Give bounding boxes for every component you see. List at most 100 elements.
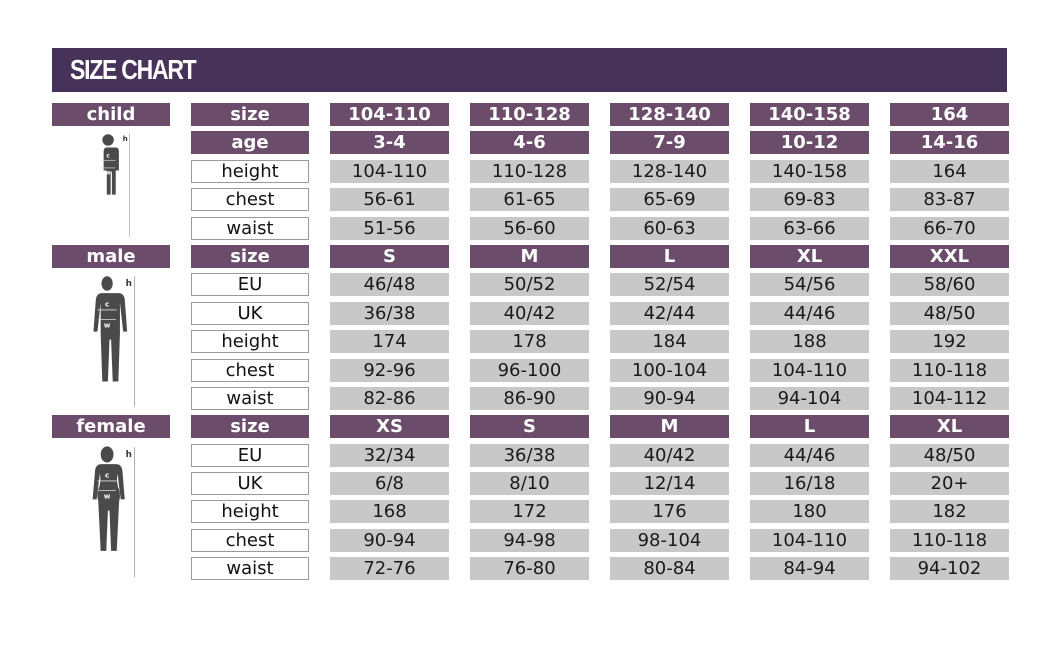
size-header-label: size: [191, 244, 309, 268]
table-cell: 86-90: [470, 386, 589, 410]
size-header-value: L: [610, 244, 729, 268]
size-header-label: size: [191, 103, 309, 126]
height-marker: h: [122, 136, 127, 144]
table-cell: 110-128: [470, 159, 589, 183]
row-label: UK: [191, 472, 309, 496]
table-cell: 184: [610, 330, 729, 354]
table-cell: 164: [890, 159, 1009, 183]
size-header-value: S: [470, 415, 589, 439]
table-cell: 56-61: [330, 188, 449, 212]
chest-marker: c: [106, 154, 109, 160]
table-cell: 16/18: [750, 472, 869, 496]
size-chart-table: child size 104-110 110-128 128-140 140-158 164…: [52, 103, 1009, 581]
table-cell: 96-100: [470, 358, 589, 382]
table-cell: 46/48: [330, 273, 449, 297]
table-cell: 36/38: [470, 443, 589, 467]
waist-marker: w: [104, 491, 111, 500]
size-header-value: 164: [890, 103, 1009, 126]
child-silhouette-icon: h c w: [52, 131, 170, 239]
table-cell: 178: [470, 330, 589, 354]
page-title: SIZE CHART: [70, 54, 197, 85]
row-label: chest: [191, 188, 309, 212]
row-label: EU: [191, 273, 309, 297]
table-cell: 44/46: [750, 301, 869, 325]
header-row-value: 14-16: [890, 131, 1009, 155]
row-label: waist: [191, 557, 309, 581]
table-cell: 44/46: [750, 443, 869, 467]
table-cell: 98-104: [610, 528, 729, 552]
table-cell: 192: [890, 330, 1009, 354]
table-cell: 63-66: [750, 216, 869, 240]
group-label-child: child: [52, 103, 170, 126]
table-cell: 182: [890, 500, 1009, 524]
size-header-value: M: [610, 415, 729, 439]
table-cell: 58/60: [890, 273, 1009, 297]
table-cell: 180: [750, 500, 869, 524]
group-label-female: female: [52, 415, 170, 439]
table-cell: 84-94: [750, 557, 869, 581]
size-header-label: size: [191, 415, 309, 439]
row-label: chest: [191, 358, 309, 382]
table-cell: 110-118: [890, 358, 1009, 382]
table-cell: 65-69: [610, 188, 729, 212]
table-cell: 56-60: [470, 216, 589, 240]
title-bar: SIZE CHART: [52, 48, 1007, 92]
table-cell: 48/50: [890, 443, 1009, 467]
row-label: EU: [191, 443, 309, 467]
table-cell: 40/42: [610, 443, 729, 467]
chest-marker: c: [105, 470, 109, 479]
header-row-value: 10-12: [750, 131, 869, 155]
table-cell: 90-94: [330, 528, 449, 552]
table-cell: 40/42: [470, 301, 589, 325]
size-header-value: 140-158: [750, 103, 869, 126]
header-row-value: 7-9: [610, 131, 729, 155]
table-cell: 104-110: [750, 358, 869, 382]
row-label: chest: [191, 528, 309, 552]
table-cell: 94-98: [470, 528, 589, 552]
header-row-value: 3-4: [330, 131, 449, 155]
size-header-value: M: [470, 244, 589, 268]
row-label: height: [191, 500, 309, 524]
table-cell: 32/34: [330, 443, 449, 467]
size-header-value: L: [750, 415, 869, 439]
size-header-value: 110-128: [470, 103, 589, 126]
table-cell: 172: [470, 500, 589, 524]
table-cell: 12/14: [610, 472, 729, 496]
table-cell: 83-87: [890, 188, 1009, 212]
table-cell: 188: [750, 330, 869, 354]
height-marker: h: [125, 279, 131, 289]
size-header-value: 104-110: [330, 103, 449, 126]
table-cell: 54/56: [750, 273, 869, 297]
table-cell: 92-96: [330, 358, 449, 382]
table-cell: 94-102: [890, 557, 1009, 581]
size-header-value: XL: [750, 244, 869, 268]
table-cell: 82-86: [330, 386, 449, 410]
group-label-male: male: [52, 244, 170, 268]
male-silhouette-icon: h c w: [52, 273, 170, 410]
table-cell: 174: [330, 330, 449, 354]
size-header-value: XXL: [890, 244, 1009, 268]
table-cell: 104-110: [750, 528, 869, 552]
table-cell: 90-94: [610, 386, 729, 410]
table-cell: 94-104: [750, 386, 869, 410]
table-cell: 168: [330, 500, 449, 524]
table-cell: 51-56: [330, 216, 449, 240]
row-label: UK: [191, 301, 309, 325]
table-cell: 61-65: [470, 188, 589, 212]
header-row-label: age: [191, 131, 309, 155]
row-label: height: [191, 159, 309, 183]
size-header-value: 128-140: [610, 103, 729, 126]
table-cell: 8/10: [470, 472, 589, 496]
table-cell: 176: [610, 500, 729, 524]
size-header-value: XS: [330, 415, 449, 439]
waist-marker: w: [104, 321, 111, 330]
table-cell: 36/38: [330, 301, 449, 325]
row-label: waist: [191, 386, 309, 410]
table-cell: 128-140: [610, 159, 729, 183]
table-cell: 52/54: [610, 273, 729, 297]
size-header-value: S: [330, 244, 449, 268]
table-cell: 76-80: [470, 557, 589, 581]
table-cell: 50/52: [470, 273, 589, 297]
table-cell: 48/50: [890, 301, 1009, 325]
table-cell: 66-70: [890, 216, 1009, 240]
